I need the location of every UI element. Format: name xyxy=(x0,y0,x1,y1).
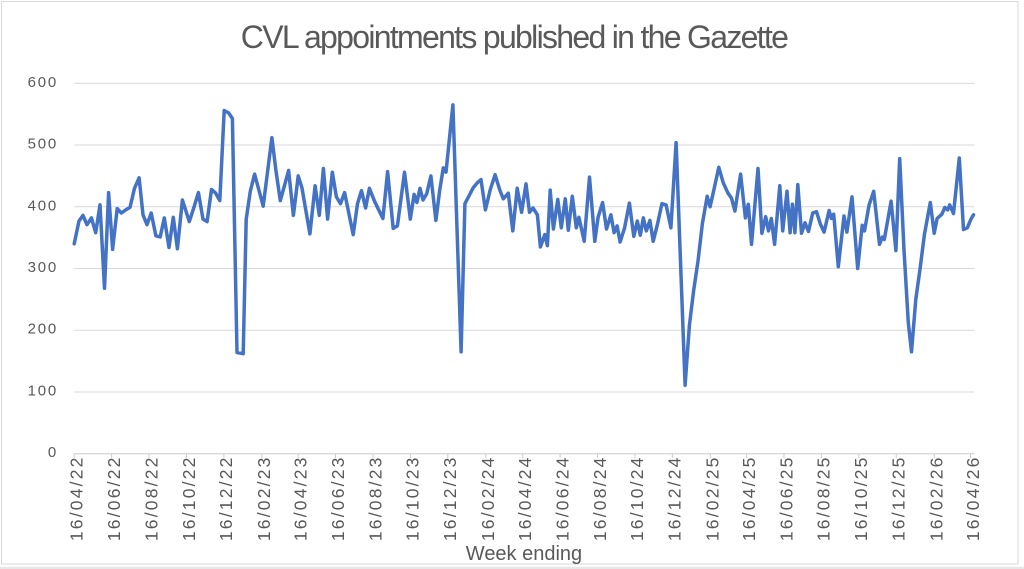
svg-text:16/08/25: 16/08/25 xyxy=(814,455,834,541)
svg-text:16/12/24: 16/12/24 xyxy=(665,455,685,541)
svg-text:400: 400 xyxy=(28,197,58,214)
svg-text:16/08/24: 16/08/24 xyxy=(590,455,610,541)
svg-text:16/04/24: 16/04/24 xyxy=(515,455,535,541)
svg-text:CVL appointments published in: CVL appointments published in the Gazett… xyxy=(241,19,788,55)
svg-text:16/12/25: 16/12/25 xyxy=(889,455,909,541)
svg-text:16/04/23: 16/04/23 xyxy=(290,455,310,541)
svg-text:0: 0 xyxy=(48,444,58,461)
svg-text:100: 100 xyxy=(28,382,58,399)
svg-text:16/02/24: 16/02/24 xyxy=(478,455,498,541)
svg-text:16/06/25: 16/06/25 xyxy=(776,455,796,541)
svg-text:16/10/23: 16/10/23 xyxy=(403,455,423,541)
svg-text:16/06/23: 16/06/23 xyxy=(328,455,348,541)
svg-text:600: 600 xyxy=(28,74,58,91)
svg-text:16/12/23: 16/12/23 xyxy=(440,455,460,541)
svg-text:16/06/24: 16/06/24 xyxy=(552,455,572,541)
svg-text:16/04/22: 16/04/22 xyxy=(67,455,87,541)
svg-text:16/10/22: 16/10/22 xyxy=(179,455,199,541)
svg-text:16/08/22: 16/08/22 xyxy=(141,455,161,541)
svg-text:16/02/23: 16/02/23 xyxy=(254,455,274,541)
svg-text:16/10/24: 16/10/24 xyxy=(627,455,647,541)
svg-text:16/04/26: 16/04/26 xyxy=(963,455,983,541)
svg-text:16/08/23: 16/08/23 xyxy=(365,455,385,541)
svg-text:16/02/25: 16/02/25 xyxy=(703,455,723,541)
svg-text:200: 200 xyxy=(28,321,58,338)
svg-text:300: 300 xyxy=(28,259,58,276)
svg-text:16/02/26: 16/02/26 xyxy=(927,455,947,541)
svg-text:16/06/22: 16/06/22 xyxy=(104,455,124,541)
svg-text:16/04/25: 16/04/25 xyxy=(739,455,759,541)
svg-text:500: 500 xyxy=(28,136,58,153)
svg-text:16/12/22: 16/12/22 xyxy=(216,455,236,541)
svg-text:16/10/25: 16/10/25 xyxy=(851,455,871,541)
svg-text:Week ending: Week ending xyxy=(466,543,582,565)
